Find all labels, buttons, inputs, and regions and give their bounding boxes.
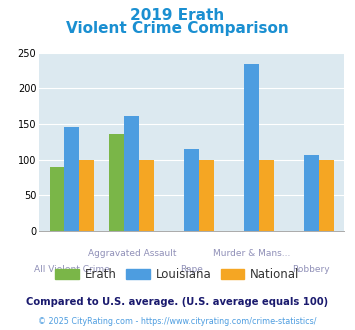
Bar bbox=[304, 155, 319, 231]
Text: Violent Crime Comparison: Violent Crime Comparison bbox=[66, 21, 289, 36]
Text: Rape: Rape bbox=[180, 265, 203, 274]
Text: All Violent Crime: All Violent Crime bbox=[34, 265, 110, 274]
Bar bbox=[184, 149, 199, 231]
Bar bbox=[199, 160, 214, 231]
Bar bbox=[109, 134, 124, 231]
Text: © 2025 CityRating.com - https://www.cityrating.com/crime-statistics/: © 2025 CityRating.com - https://www.city… bbox=[38, 317, 317, 326]
Bar bbox=[139, 160, 154, 231]
Bar bbox=[259, 160, 274, 231]
Text: Aggravated Assault: Aggravated Assault bbox=[88, 249, 176, 258]
Text: Murder & Mans...: Murder & Mans... bbox=[213, 249, 290, 258]
Bar bbox=[50, 167, 65, 231]
Bar bbox=[244, 64, 259, 231]
Text: Compared to U.S. average. (U.S. average equals 100): Compared to U.S. average. (U.S. average … bbox=[26, 297, 329, 307]
Text: 2019 Erath: 2019 Erath bbox=[130, 8, 225, 23]
Bar bbox=[124, 116, 139, 231]
Legend: Erath, Louisiana, National: Erath, Louisiana, National bbox=[50, 263, 305, 286]
Bar bbox=[319, 160, 334, 231]
Text: Robbery: Robbery bbox=[293, 265, 330, 274]
Bar bbox=[80, 160, 94, 231]
Bar bbox=[65, 127, 80, 231]
